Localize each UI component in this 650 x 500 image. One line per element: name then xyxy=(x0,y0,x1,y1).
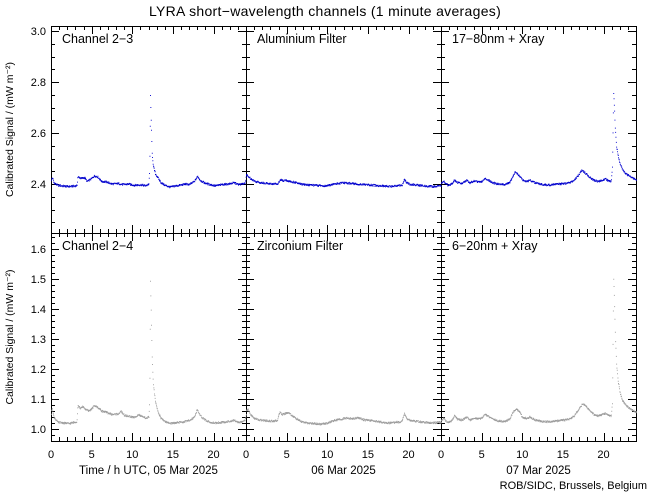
ytick-label: 3.0 xyxy=(31,26,46,38)
x-axis-date-label: 06 Mar 2025 xyxy=(311,465,376,477)
x-axis-date-label: Time / h UTC, 05 Mar 2025 xyxy=(79,465,218,477)
xtick-label: 15 xyxy=(362,449,374,461)
chart-title: LYRA short−wavelength channels (1 minute… xyxy=(148,3,502,19)
panel-channel-2-4-0: Channel 2−4 xyxy=(51,239,247,425)
x-axis-date-label: 07 Mar 2025 xyxy=(506,465,571,477)
ytick-label: 1.3 xyxy=(31,334,46,346)
xtick-label: 20 xyxy=(597,449,609,461)
panel-channel-2-3-2: 17−80nm + Xray xyxy=(441,32,637,187)
panel-label: 6−20nm + Xray xyxy=(452,239,538,253)
ytick-label: 1.4 xyxy=(31,304,46,316)
panel-label: Channel 2−4 xyxy=(62,239,133,253)
panel-label: Channel 2−3 xyxy=(62,32,133,46)
xtick-label: 15 xyxy=(167,449,179,461)
y-axis-title-channel-2-3: Calibrated Signal / (mW m⁻²) xyxy=(4,62,16,197)
panel-label: Zirconium Filter xyxy=(257,239,343,253)
xtick-label: 5 xyxy=(89,449,95,461)
data-series-channel-2-4-day0 xyxy=(51,280,247,425)
xtick-label: 5 xyxy=(479,449,485,461)
ytick-label: 1.6 xyxy=(31,244,46,256)
ytick-label: 2.6 xyxy=(31,128,46,140)
ytick-label: 1.1 xyxy=(31,394,46,406)
xtick-label: 10 xyxy=(126,449,138,461)
panel-channel-2-4-2: 6−20nm + Xray xyxy=(441,239,637,424)
ytick-label: 2.4 xyxy=(31,179,46,191)
ytick-label: 2.8 xyxy=(31,77,46,89)
xtick-label: 0 xyxy=(243,449,249,461)
xtick-label: 5 xyxy=(284,449,290,461)
axis-ticks xyxy=(51,26,637,442)
credit-text: ROB/SIDC, Brussels, Belgium xyxy=(499,480,647,492)
ytick-label: 1.2 xyxy=(31,364,46,376)
data-series-channel-2-3-day0 xyxy=(51,95,247,189)
xtick-label: 15 xyxy=(557,449,569,461)
data-series-channel-2-3-day2 xyxy=(441,93,637,187)
data-series-channel-2-3-day1 xyxy=(246,174,442,188)
data-series-channel-2-4-day2 xyxy=(441,278,637,424)
xtick-label: 0 xyxy=(48,449,54,461)
data-series-channel-2-4-day1 xyxy=(246,408,442,426)
axis-labels: 2.4 2.6 2.8 3.0 Calibrated Signal / (mW m⁻²)… xyxy=(4,26,610,477)
panel-label: 17−80nm + Xray xyxy=(452,32,545,46)
xtick-label: 0 xyxy=(438,449,444,461)
y-axis-title-channel-2-4: Calibrated Signal / (mW m⁻²) xyxy=(4,269,16,404)
xtick-label: 10 xyxy=(321,449,333,461)
ytick-label: 1.0 xyxy=(31,424,46,436)
panel-channel-2-3-1: Aluminium Filter xyxy=(246,32,442,188)
xtick-label: 20 xyxy=(402,449,414,461)
panel-label: Aluminium Filter xyxy=(257,32,347,46)
xtick-label: 20 xyxy=(207,449,219,461)
panel-channel-2-3-0: Channel 2−3 xyxy=(51,32,247,189)
ytick-label: 1.5 xyxy=(31,274,46,286)
panel-channel-2-4-1: Zirconium Filter xyxy=(246,239,442,426)
xtick-label: 10 xyxy=(516,449,528,461)
